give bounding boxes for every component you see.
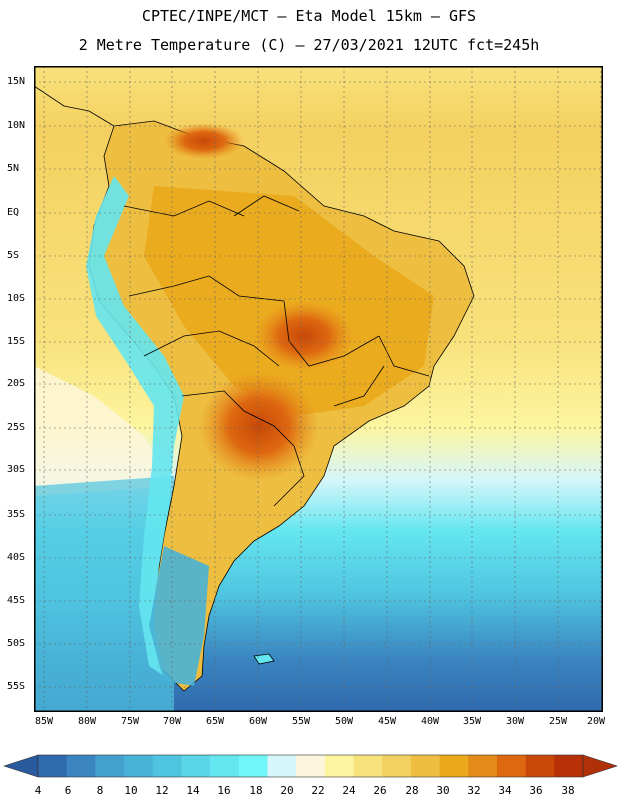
lat-label-50s: 50S [7,638,26,649]
temperature-colorbar [3,754,618,778]
colorbar-cell [95,755,125,777]
colorbar-cell [496,755,526,777]
lon-label-60w: 60W [248,716,268,727]
caribbean-coast [34,85,115,127]
colorbar-cells [37,754,584,778]
lat-label-25s: 25S [7,422,26,433]
lat-label-35s: 35S [7,509,26,520]
colorbar-label-26: 26 [373,784,387,797]
lat-label-10n: 10N [7,120,26,131]
lon-label-65w: 65W [205,716,225,727]
lat-label-5s: 5S [7,250,20,261]
colorbar-high-arrow [582,754,618,778]
lon-label-75w: 75W [120,716,140,727]
hot-core-venezuela [164,123,244,159]
andes-cold-strip [86,176,184,676]
lat-label-eq: EQ [7,207,20,218]
falkland-islands [253,653,275,665]
colorbar-cell [210,755,240,777]
title-line-1: CPTEC/INPE/MCT – Eta Model 15km – GFS [141,7,477,25]
pacific-cool-zone [34,366,174,496]
country-borders [123,195,430,507]
lat-label-15n: 15N [7,76,26,87]
pacific-cold-zone [34,476,174,712]
lat-label-10s: 10S [7,293,26,304]
map-frame [34,66,603,712]
colorbar-cell [152,755,182,777]
patagonia-cold [149,546,209,686]
colorbar-cell [554,755,584,777]
colorbar-label-34: 34 [498,784,512,797]
lat-label-5n: 5N [7,163,20,174]
lat-label-55s: 55S [7,681,26,692]
colorbar-label-28: 28 [405,784,419,797]
title-line-2: 2 Metre Temperature (C) – 27/03/2021 12U… [78,36,540,54]
lat-label-20s: 20S [7,378,26,389]
colorbar-label-8: 8 [96,784,104,797]
hot-core-central-brazil [254,301,354,371]
lat-label-40s: 40S [7,552,26,563]
colorbar-label-38: 38 [561,784,575,797]
lon-label-70w: 70W [162,716,182,727]
colorbar-cell [296,755,326,777]
colorbar-label-20: 20 [280,784,294,797]
temperature-map [34,66,603,712]
lon-label-45w: 45W [377,716,397,727]
lon-label-35w: 35W [462,716,482,727]
colorbar-label-30: 30 [436,784,450,797]
hot-core-paraguay [199,371,319,481]
colorbar-low-arrow [3,754,39,778]
colorbar-cell [324,755,354,777]
colorbar-label-4: 4 [34,784,42,797]
colorbar-cell [439,755,469,777]
colorbar-cell [353,755,383,777]
lon-label-25w: 25W [548,716,568,727]
lon-label-30w: 30W [505,716,525,727]
colorbar-cell [410,755,440,777]
lat-label-30s: 30S [7,464,26,475]
colorbar-label-10: 10 [124,784,138,797]
lat-label-15s: 15S [7,336,26,347]
colorbar-cell [525,755,555,777]
lat-label-45s: 45S [7,595,26,606]
interior-warm-zone [144,186,434,416]
colorbar-label-16: 16 [217,784,231,797]
colorbar-cell [38,755,67,777]
colorbar-label-12: 12 [155,784,169,797]
colorbar-label-24: 24 [342,784,356,797]
colorbar-cell [238,755,268,777]
colorbar-label-18: 18 [249,784,263,797]
colorbar-cell [468,755,498,777]
lon-label-85w: 85W [34,716,54,727]
colorbar-label-32: 32 [467,784,481,797]
lon-label-40w: 40W [420,716,440,727]
colorbar-label-22: 22 [311,784,325,797]
lon-label-55w: 55W [291,716,311,727]
colorbar-label-6: 6 [64,784,72,797]
colorbar-cell [181,755,211,777]
lon-label-80w: 80W [77,716,97,727]
lon-label-50w: 50W [334,716,354,727]
colorbar-cell [124,755,154,777]
colorbar-cell [267,755,297,777]
lon-label-20w: 20W [586,716,606,727]
colorbar-cell [66,755,96,777]
colorbar-label-36: 36 [529,784,543,797]
colorbar-label-14: 14 [186,784,200,797]
colorbar-cell [382,755,412,777]
